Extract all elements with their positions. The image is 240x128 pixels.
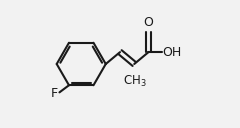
Text: F: F xyxy=(51,87,58,100)
Text: CH$_3$: CH$_3$ xyxy=(123,73,147,89)
Text: O: O xyxy=(144,16,153,29)
Text: OH: OH xyxy=(163,46,182,59)
